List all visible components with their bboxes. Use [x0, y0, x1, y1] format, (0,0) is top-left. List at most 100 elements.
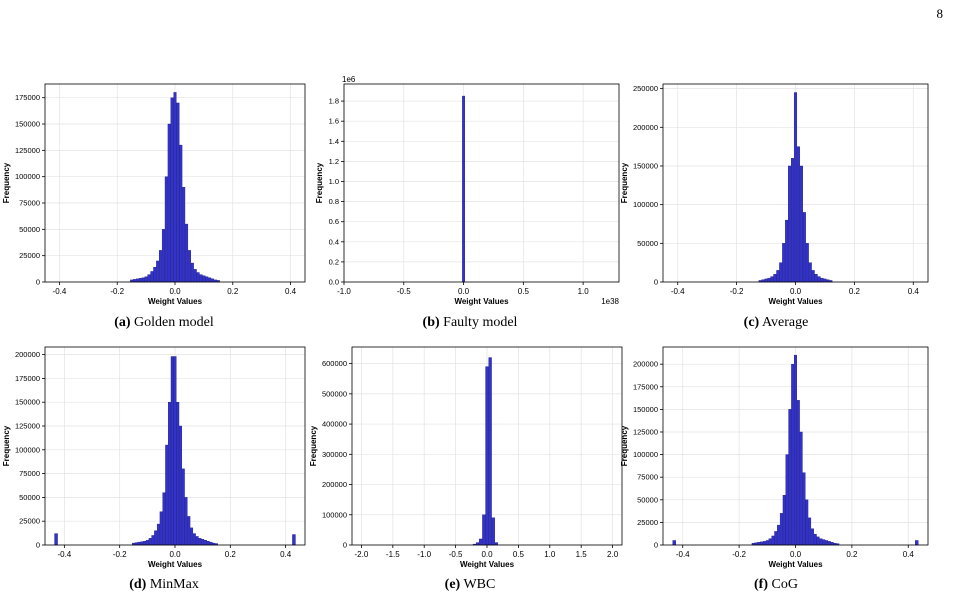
histogram-bar: [173, 356, 177, 546]
histogram-bar: [820, 277, 824, 283]
x-axis-label: Weight Values: [454, 297, 509, 306]
x-tick-label: -0.2: [730, 287, 744, 296]
histogram-bar: [137, 541, 141, 546]
y-tick-label: 500000: [322, 389, 347, 398]
y-tick-label: 0: [654, 278, 658, 287]
x-tick-label: 0.0: [790, 550, 802, 559]
histogram-bar: [144, 276, 148, 283]
outlier-bar: [672, 540, 676, 546]
histogram-bar: [794, 354, 797, 546]
histogram-bar: [159, 250, 163, 283]
histogram-bar: [150, 271, 154, 283]
x-tick-label: 0.0: [169, 550, 181, 559]
outlier-bar: [292, 534, 296, 546]
y-tick-label: 175000: [15, 93, 40, 102]
histogram-bar: [462, 95, 465, 283]
histogram-bar: [165, 444, 169, 546]
y-tick-label: 100000: [633, 200, 658, 209]
histogram-bar: [179, 144, 183, 283]
histogram-bar: [202, 275, 206, 283]
y-tick-label: 0: [343, 541, 347, 550]
histogram-average: -0.4 -0.2 0.0 0.2 0.4 0 50000 100000 150000 20000…: [618, 78, 938, 310]
histogram-bar: [823, 278, 827, 283]
histogram-bar: [187, 516, 191, 546]
y-tick-label: 175000: [15, 374, 40, 383]
x-tick-label: 0.2: [849, 287, 861, 296]
y-tick-label: 100000: [15, 445, 40, 454]
histogram-cog: -0.4 -0.2 0.0 0.2 0.4 0 25000 50000 75000 100000 1…: [618, 341, 938, 573]
x-tick-label: 1.0: [544, 550, 556, 559]
histogram-bar: [799, 431, 803, 546]
histogram-bar: [196, 272, 200, 283]
histogram-bar: [190, 527, 194, 546]
histogram-bar: [201, 539, 205, 546]
histogram-bar: [788, 165, 792, 283]
histogram-bar: [143, 540, 147, 546]
y-tick-label: 400000: [322, 420, 347, 429]
y-tick-label: 50000: [19, 225, 40, 234]
y-tick-label: 0.6: [329, 217, 339, 226]
histogram-bar: [203, 540, 207, 546]
histogram-bar: [147, 274, 151, 283]
histogram-bar: [811, 270, 815, 283]
x-tick-label: 0.0: [790, 287, 802, 296]
caption-wbc: (e) WBC: [320, 577, 620, 593]
histogram-bar: [808, 517, 812, 546]
histogram-bar: [135, 278, 139, 283]
y-tick-label: 600000: [322, 359, 347, 368]
x-tick-label: 0.0: [169, 287, 181, 296]
y-tick-label: 1.2: [329, 157, 339, 166]
x-axis-label: Weight Values: [768, 297, 823, 306]
x-tick-label: -0.5: [397, 287, 411, 296]
histogram-bar: [173, 92, 177, 283]
x-axis-label: Weight Values: [460, 560, 515, 569]
histogram-bar: [779, 513, 783, 546]
histogram-wbc: -2.0 -1.5 -1.0 -0.5 0.0 0.5 1.0 1.5 2.0 0 100000 20…: [309, 341, 627, 573]
histogram-bar: [167, 123, 171, 283]
x-tick-label: 0.5: [513, 550, 525, 559]
y-axis-label: Frequency: [315, 162, 324, 203]
x-tick-label: 2.0: [607, 550, 619, 559]
y-tick-label: 1.4: [329, 137, 339, 146]
x-tick-label: -0.4: [676, 550, 690, 559]
y-tick-label: 200000: [633, 123, 658, 132]
histogram-bar: [827, 541, 831, 546]
histogram-bar: [176, 102, 180, 283]
chart-svg: -1.0 -0.5 0.0 0.5 1.0 0.0 0.2 0.4 0.6 0.8 1.0 1.2 1.…: [315, 75, 620, 306]
histogram-bar: [161, 229, 165, 283]
x-tick-label: -0.4: [57, 550, 71, 559]
histogram-bar: [825, 540, 828, 546]
caption-label: (a): [114, 315, 131, 330]
histogram-bar: [181, 468, 185, 546]
histogram-bar: [813, 533, 817, 546]
histogram-golden-model: -0.4 -0.2 0.0 0.2 0.4 0 25000 50000 75000 100000 1…: [0, 78, 310, 310]
histogram-bar: [760, 541, 764, 546]
y-tick-label: 75000: [637, 473, 658, 482]
histogram-bar: [773, 274, 777, 283]
caption-text: Golden model: [134, 315, 214, 330]
y-tick-label: 150000: [15, 398, 40, 407]
y-axis-label: Frequency: [620, 162, 629, 203]
x-tick-label: -2.0: [355, 550, 369, 559]
histogram-bar: [779, 262, 783, 283]
caption-text: WBC: [463, 577, 496, 592]
caption-label: (c): [743, 315, 760, 330]
y-axis-label: Frequency: [2, 162, 11, 203]
x-tick-label: -0.2: [113, 550, 127, 559]
histogram-bar: [187, 250, 191, 283]
histogram-bar: [198, 538, 202, 546]
y-tick-label: 150000: [633, 161, 658, 170]
x-tick-label: 0.0: [458, 287, 470, 296]
x-tick-label: 0.4: [285, 287, 297, 296]
histogram-bar: [156, 523, 160, 546]
histogram-bar: [205, 276, 209, 283]
histogram-bar: [805, 499, 809, 546]
y-tick-label: 100000: [15, 172, 40, 181]
histogram-bar: [768, 538, 772, 546]
x-tick-label: -0.5: [449, 550, 463, 559]
caption-text: Average: [761, 315, 809, 330]
y-tick-label: 125000: [15, 422, 40, 431]
histogram-bar: [482, 514, 486, 546]
histogram-bar: [479, 538, 483, 546]
histogram-bar: [793, 92, 798, 283]
